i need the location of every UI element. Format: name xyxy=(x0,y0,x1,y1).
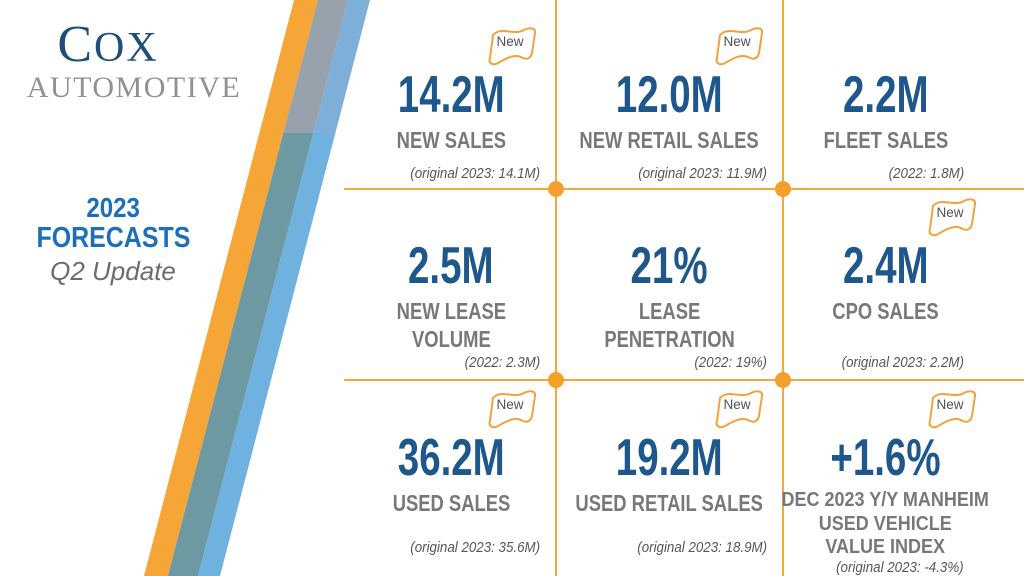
stat-cell-used-sales: New 36.2M USED SALES (original 2023: 35.… xyxy=(346,380,556,576)
grid-dot xyxy=(775,372,791,388)
stat-footnote: (original 2023: 35.6M) xyxy=(410,540,540,556)
title-heading: FORECASTS xyxy=(36,222,190,255)
flag-icon xyxy=(928,198,977,237)
stat-value: +1.6% xyxy=(830,429,941,487)
new-badge-label: New xyxy=(496,34,524,49)
new-badge-label: New xyxy=(723,397,751,412)
new-badge-label: New xyxy=(936,205,964,220)
flag-icon xyxy=(715,27,764,66)
new-badge: New xyxy=(484,22,540,68)
stat-grid: New 14.2M NEW SALES (original 2023: 14.1… xyxy=(346,0,1024,576)
stat-value: 2.4M xyxy=(842,237,929,295)
stat-footnote: (original 2023: 14.1M) xyxy=(410,166,540,182)
stat-footnote: (original 2023: 18.9M) xyxy=(637,540,767,556)
stat-footnote: (original 2023: 11.9M) xyxy=(638,166,767,182)
stat-value: 19.2M xyxy=(616,429,723,487)
stat-cell-manheim-index: New +1.6% DEC 2023 Y/Y MANHEIM USED VEHI… xyxy=(781,380,1024,576)
title-year: 2023 xyxy=(86,192,140,223)
flag-slot: New xyxy=(572,22,767,66)
grid-dot xyxy=(548,181,564,197)
stat-cell-lease-penetration: 21% LEASE PENETRATION (2022: 19%) xyxy=(556,188,783,380)
stat-label: FLEET SALES xyxy=(823,127,948,154)
stat-label: NEW RETAIL SALES xyxy=(579,127,760,154)
flag-slot: New xyxy=(791,193,980,237)
logo-wordmark-cox: Cox xyxy=(57,16,159,73)
slide-title: 2023 FORECASTS Q2 Update xyxy=(0,192,226,289)
stat-value: 14.2M xyxy=(397,66,505,124)
stat-label: LEASE PENETRATION xyxy=(604,298,735,353)
grid-vline-1 xyxy=(555,0,557,576)
cox-automotive-logo: Cox AUTOMOTIVE xyxy=(14,20,254,104)
stat-label: NEW SALES xyxy=(396,127,506,154)
stat-footnote: (original 2023: 2.2M) xyxy=(841,355,964,371)
logo-wordmark-automotive: AUTOMOTIVE xyxy=(26,71,242,105)
stat-label: USED RETAIL SALES xyxy=(575,490,764,517)
flag-slot: New xyxy=(791,385,980,429)
stat-value: 2.2M xyxy=(842,66,929,124)
grid-dot xyxy=(775,181,791,197)
new-badge: New xyxy=(924,193,980,239)
stat-footnote: (2022: 2.3M) xyxy=(464,355,540,371)
new-badge-label: New xyxy=(496,397,524,412)
stat-label: USED SALES xyxy=(392,490,510,517)
new-badge: New xyxy=(924,385,980,431)
flag-icon xyxy=(928,390,977,429)
new-badge-label: New xyxy=(936,397,964,412)
new-badge-label: New xyxy=(723,34,751,49)
stat-footnote: (original 2023: -4.3%) xyxy=(836,559,964,576)
stat-label: NEW LEASE VOLUME xyxy=(396,298,506,353)
flag-slot: New xyxy=(362,385,540,429)
title-subtitle: Q2 Update xyxy=(50,256,176,287)
stat-cell-new-retail-sales: New 12.0M NEW RETAIL SALES (original 202… xyxy=(556,0,783,188)
new-badge: New xyxy=(711,22,767,68)
new-badge: New xyxy=(484,385,540,431)
stat-value: 36.2M xyxy=(397,429,505,487)
new-badge: New xyxy=(711,385,767,431)
stat-footnote: (2022: 1.8M) xyxy=(888,166,964,182)
flag-icon xyxy=(488,27,537,66)
stat-label: DEC 2023 Y/Y MANHEIM USED VEHICLE VALUE … xyxy=(781,489,990,559)
flag-icon xyxy=(488,390,537,429)
stat-value: 21% xyxy=(630,237,709,295)
flag-slot xyxy=(791,22,980,66)
flag-icon xyxy=(715,390,764,429)
grid-vline-2 xyxy=(782,0,784,576)
stat-cell-used-retail-sales: New 19.2M USED RETAIL SALES (original 20… xyxy=(556,380,783,576)
stat-cell-new-lease-volume: 2.5M NEW LEASE VOLUME (2022: 2.3M) xyxy=(346,188,556,380)
grid-hline-2 xyxy=(344,379,1024,381)
stat-value: 12.0M xyxy=(616,66,723,124)
stat-cell-new-sales: New 14.2M NEW SALES (original 2023: 14.1… xyxy=(346,0,556,188)
grid-hline-1 xyxy=(344,188,1024,190)
flag-slot xyxy=(572,193,767,237)
flag-slot: New xyxy=(572,385,767,429)
stat-value: 2.5M xyxy=(408,237,494,295)
stat-footnote: (2022: 19%) xyxy=(694,355,767,371)
flag-slot: New xyxy=(362,22,540,66)
stat-cell-cpo-sales: New 2.4M CPO SALES (original 2023: 2.2M) xyxy=(783,188,1024,380)
flag-slot xyxy=(362,193,540,237)
stat-cell-fleet-sales: 2.2M FLEET SALES (2022: 1.8M) xyxy=(783,0,1024,188)
grid-dot xyxy=(548,372,564,388)
stat-label: CPO SALES xyxy=(832,298,939,325)
